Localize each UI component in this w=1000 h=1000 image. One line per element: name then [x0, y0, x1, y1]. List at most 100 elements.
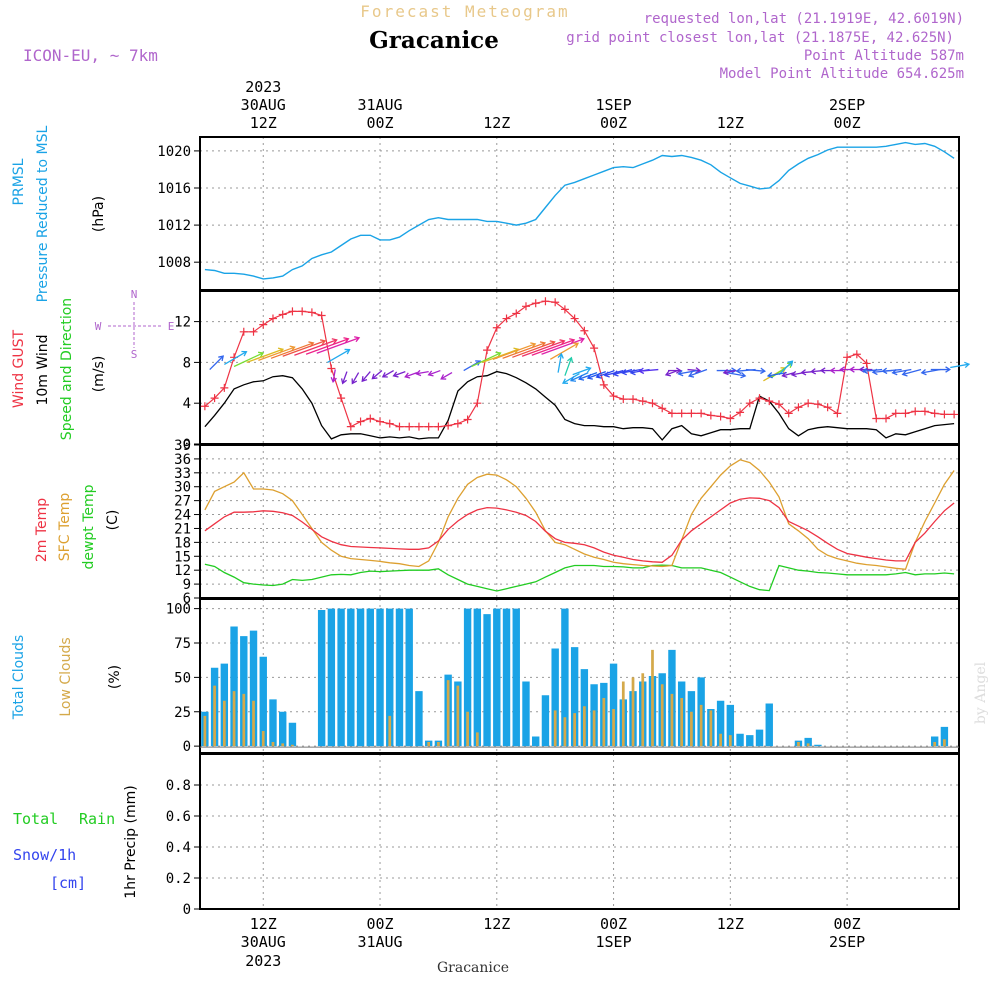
- wind-vector-arrow: [638, 367, 659, 375]
- pressure-label-prmsl: PRMSL: [11, 158, 27, 205]
- wind-vector-shaft: [578, 371, 598, 380]
- total-clouds-bar: [356, 608, 365, 747]
- gust-marker: [492, 323, 501, 332]
- wind-vector-head: [819, 367, 826, 374]
- total-clouds-bar: [405, 608, 413, 747]
- low-clouds-bar: [651, 649, 654, 747]
- total-clouds-bar: [259, 656, 267, 747]
- pressure-panel: 1008 1012 1016 1020 PRMSL Pressure Reduced …: [11, 125, 960, 302]
- bottom-time-label: 12Z: [250, 915, 277, 933]
- total-clouds-bar: [337, 608, 345, 747]
- pressure-frame: [199, 136, 960, 291]
- low-clouds-bar: [670, 693, 674, 747]
- y-tick-label: 12: [174, 563, 191, 579]
- wind-vector-head: [612, 370, 619, 377]
- wind-vector-arrow: [351, 372, 360, 385]
- y-tick-label: 4: [183, 396, 191, 412]
- gust-marker: [697, 409, 706, 418]
- wind-vector-shaft: [726, 371, 746, 377]
- low-clouds-bar: [213, 685, 216, 747]
- total-clouds-bar: [804, 737, 812, 747]
- y-tick-label: 24: [174, 508, 191, 524]
- wind-vector-arrow: [440, 372, 453, 380]
- total-clouds-bar: [512, 608, 520, 747]
- wind-vector-head: [760, 367, 767, 375]
- wind-vector-head: [344, 348, 351, 355]
- gust-marker: [911, 407, 920, 416]
- clouds-frame: [199, 598, 960, 754]
- gridpoint-coords: grid point closest lon,lat (21.1875E, 42…: [566, 30, 954, 46]
- total-clouds-bar: [386, 608, 394, 747]
- gust-marker: [784, 409, 793, 418]
- gust-marker: [765, 397, 774, 406]
- gust-marker: [648, 399, 657, 408]
- low-clouds-bar: [631, 677, 635, 747]
- wind-vector-arrow: [920, 368, 941, 376]
- total-clouds-label: Total Clouds: [11, 635, 27, 720]
- wind-vector-shaft: [282, 340, 326, 357]
- wind-vector-arrow: [541, 337, 585, 355]
- low-clouds-bar: [203, 715, 207, 747]
- wind-vector-arrow: [781, 371, 795, 378]
- gust-marker: [852, 350, 861, 359]
- wind-vector-arrow: [381, 369, 394, 378]
- total-clouds-bar: [317, 610, 326, 747]
- low-clouds-bar: [271, 742, 275, 747]
- wind-vector-head: [675, 367, 682, 374]
- bottom-time-label: 2SEP: [829, 933, 865, 951]
- y-tick-label: 100: [166, 602, 191, 618]
- location-title: Gracanice: [369, 27, 499, 54]
- gust-marker: [560, 305, 569, 314]
- gust-marker: [512, 309, 521, 318]
- low-clouds-label: Low Clouds: [58, 637, 74, 716]
- low-clouds-bar: [680, 698, 684, 747]
- wind-10m-line: [204, 370, 955, 441]
- gust-marker: [405, 422, 414, 431]
- wind-vector-shaft: [246, 348, 284, 364]
- wind-vector-arrow: [371, 370, 383, 380]
- wind-vector-head: [800, 369, 807, 376]
- bottom-time-label: 00Z: [834, 915, 861, 933]
- precip-panel: 0 0.2 0.4 0.6 0.8 Total Rain Snow/1h [cm] 1h…: [13, 753, 960, 918]
- wind-vector-head: [475, 360, 482, 366]
- y-tick-label: 0: [183, 437, 191, 453]
- wind-vector-shaft: [209, 355, 224, 370]
- wind-vector-arrow: [282, 339, 327, 357]
- wind-vector-shaft: [512, 341, 555, 358]
- wind-vector-shaft: [587, 370, 606, 379]
- y-tick-label: 0: [183, 739, 191, 755]
- total-clouds-bar: [279, 711, 287, 747]
- gust-marker: [346, 422, 355, 431]
- gust-marker: [337, 394, 346, 403]
- wind-vector-shaft: [541, 338, 585, 355]
- total-clouds-bar: [366, 608, 374, 747]
- y-tick-label: 33: [174, 466, 191, 482]
- snow-label: Snow/1h: [13, 846, 76, 864]
- gust-marker: [444, 421, 453, 430]
- gust-marker: [891, 409, 900, 418]
- wind-vector-shaft: [224, 351, 247, 366]
- wind-vector-head: [569, 376, 577, 382]
- wind-vector-head: [361, 376, 368, 383]
- low-clouds-bar: [612, 709, 615, 747]
- gust-marker: [843, 353, 852, 362]
- temperature-grid: [199, 444, 960, 599]
- wind-vector-shaft: [316, 337, 360, 354]
- gust-marker: [745, 399, 754, 408]
- wind-vector-shaft: [557, 353, 563, 373]
- wind-vector-arrow: [361, 371, 371, 383]
- wind-vector-head: [766, 372, 773, 379]
- y-tick-label: 18: [174, 535, 191, 551]
- wind-vector-shaft: [549, 342, 579, 360]
- y-tick-label: 25: [174, 705, 191, 721]
- wind-vector-head: [340, 378, 348, 385]
- wind-vector-head: [392, 371, 399, 378]
- temp-2m-label: 2m Temp: [34, 498, 50, 562]
- wind-vector-head: [330, 376, 337, 384]
- gust-marker: [551, 298, 560, 307]
- wind-vector-shaft: [882, 368, 902, 372]
- low-clouds-bar: [456, 685, 460, 747]
- wind-vector-head: [891, 368, 898, 376]
- wind-vector-head: [787, 360, 794, 367]
